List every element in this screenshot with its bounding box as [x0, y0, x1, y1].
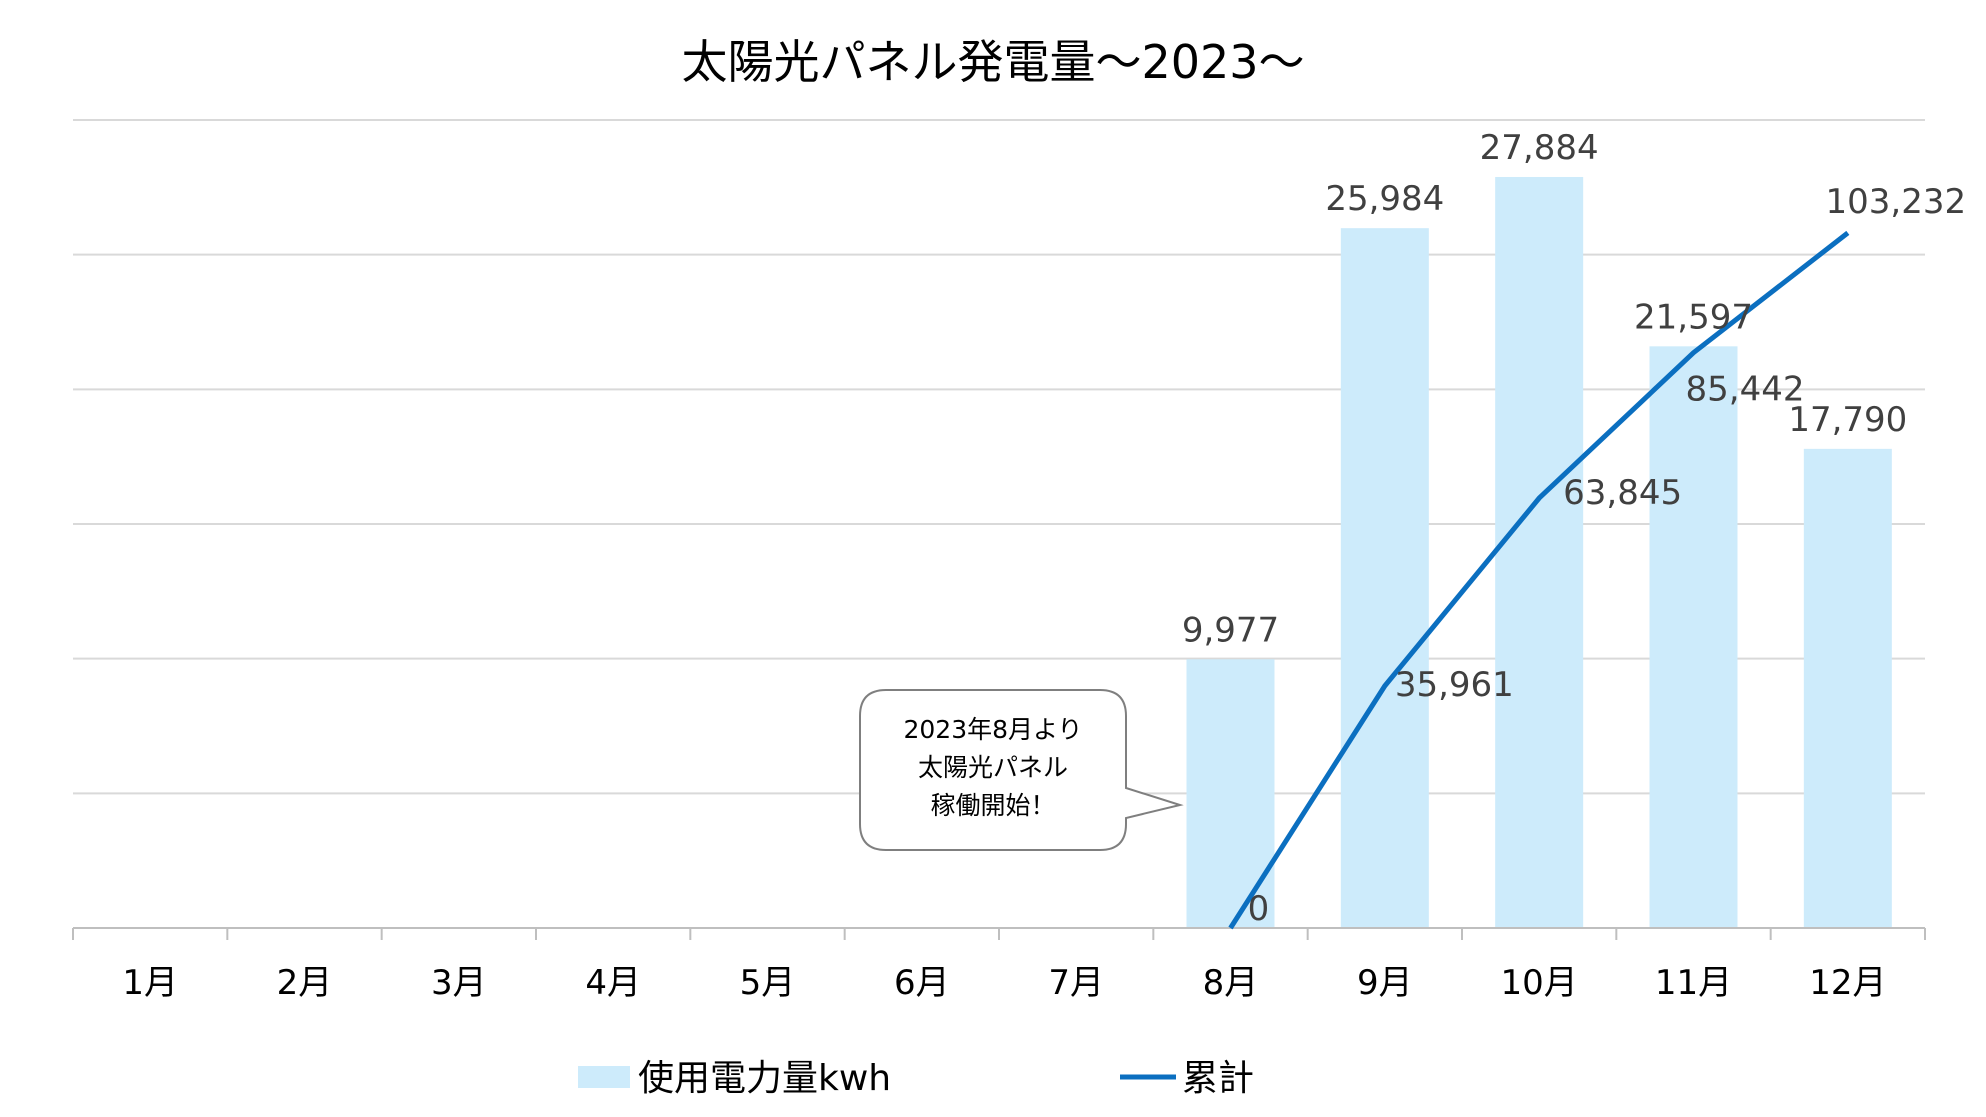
callout-text: 2023年8月より [903, 715, 1082, 744]
bar-9 [1340, 228, 1429, 929]
bar-10 [1495, 176, 1584, 928]
x-tick-label: 9月 [1357, 963, 1413, 1003]
line-value-label: 63,845 [1563, 473, 1682, 513]
x-axis: 1月 2月 3月 4月 5月 6月 7月 8月 9月 10月 11月 12月 [72, 927, 1926, 1003]
legend-label-bar: 使用電力量kwh [638, 1058, 891, 1099]
bar-12 [1803, 448, 1892, 928]
line-series [1228, 230, 1850, 930]
callout-text: 太陽光パネル [918, 753, 1068, 782]
bar-11 [1649, 346, 1738, 928]
x-tick-label: 3月 [431, 963, 487, 1003]
x-tick-label: 10月 [1501, 963, 1578, 1003]
legend: 使用電力量kwh 累計 [578, 1058, 1254, 1099]
x-tick-label: 12月 [1809, 963, 1886, 1003]
x-tick-label: 4月 [585, 963, 641, 1003]
line-value-label: 0 [1248, 889, 1270, 929]
bar-series [1186, 176, 1892, 929]
x-tick-label: 8月 [1203, 963, 1259, 1003]
chart-title: 太陽光パネル発電量～2023～ [681, 35, 1304, 89]
legend-label-line: 累計 [1182, 1058, 1254, 1099]
x-tick-label: 11月 [1655, 963, 1732, 1003]
bar-value-label: 21,597 [1634, 297, 1753, 337]
line-value-label: 35,961 [1395, 665, 1514, 705]
x-tick-label: 5月 [740, 963, 796, 1003]
callout-bubble [859, 689, 1184, 851]
bar-8 [1186, 659, 1275, 928]
x-tick-label: 6月 [894, 963, 950, 1003]
gridlines [73, 119, 1925, 795]
legend-swatch-bar [578, 1066, 630, 1088]
cumulative-line [1228, 230, 1850, 930]
x-tick-label: 2月 [277, 963, 333, 1003]
data-labels: 9,977 25,984 27,884 21,597 17,790 0 35,961 63,8… [1182, 128, 1966, 929]
bar-value-label: 25,984 [1325, 179, 1444, 219]
bar-value-label: 17,790 [1788, 400, 1907, 440]
x-tick-label: 1月 [122, 963, 178, 1003]
bar-value-label: 9,977 [1182, 610, 1279, 650]
x-tick-label: 7月 [1048, 963, 1104, 1003]
bar-value-label: 27,884 [1480, 128, 1599, 168]
line-value-label: 103,232 [1826, 182, 1967, 222]
callout-text: 稼働開始！ [930, 791, 1055, 820]
line-value-label: 85,442 [1686, 370, 1805, 410]
